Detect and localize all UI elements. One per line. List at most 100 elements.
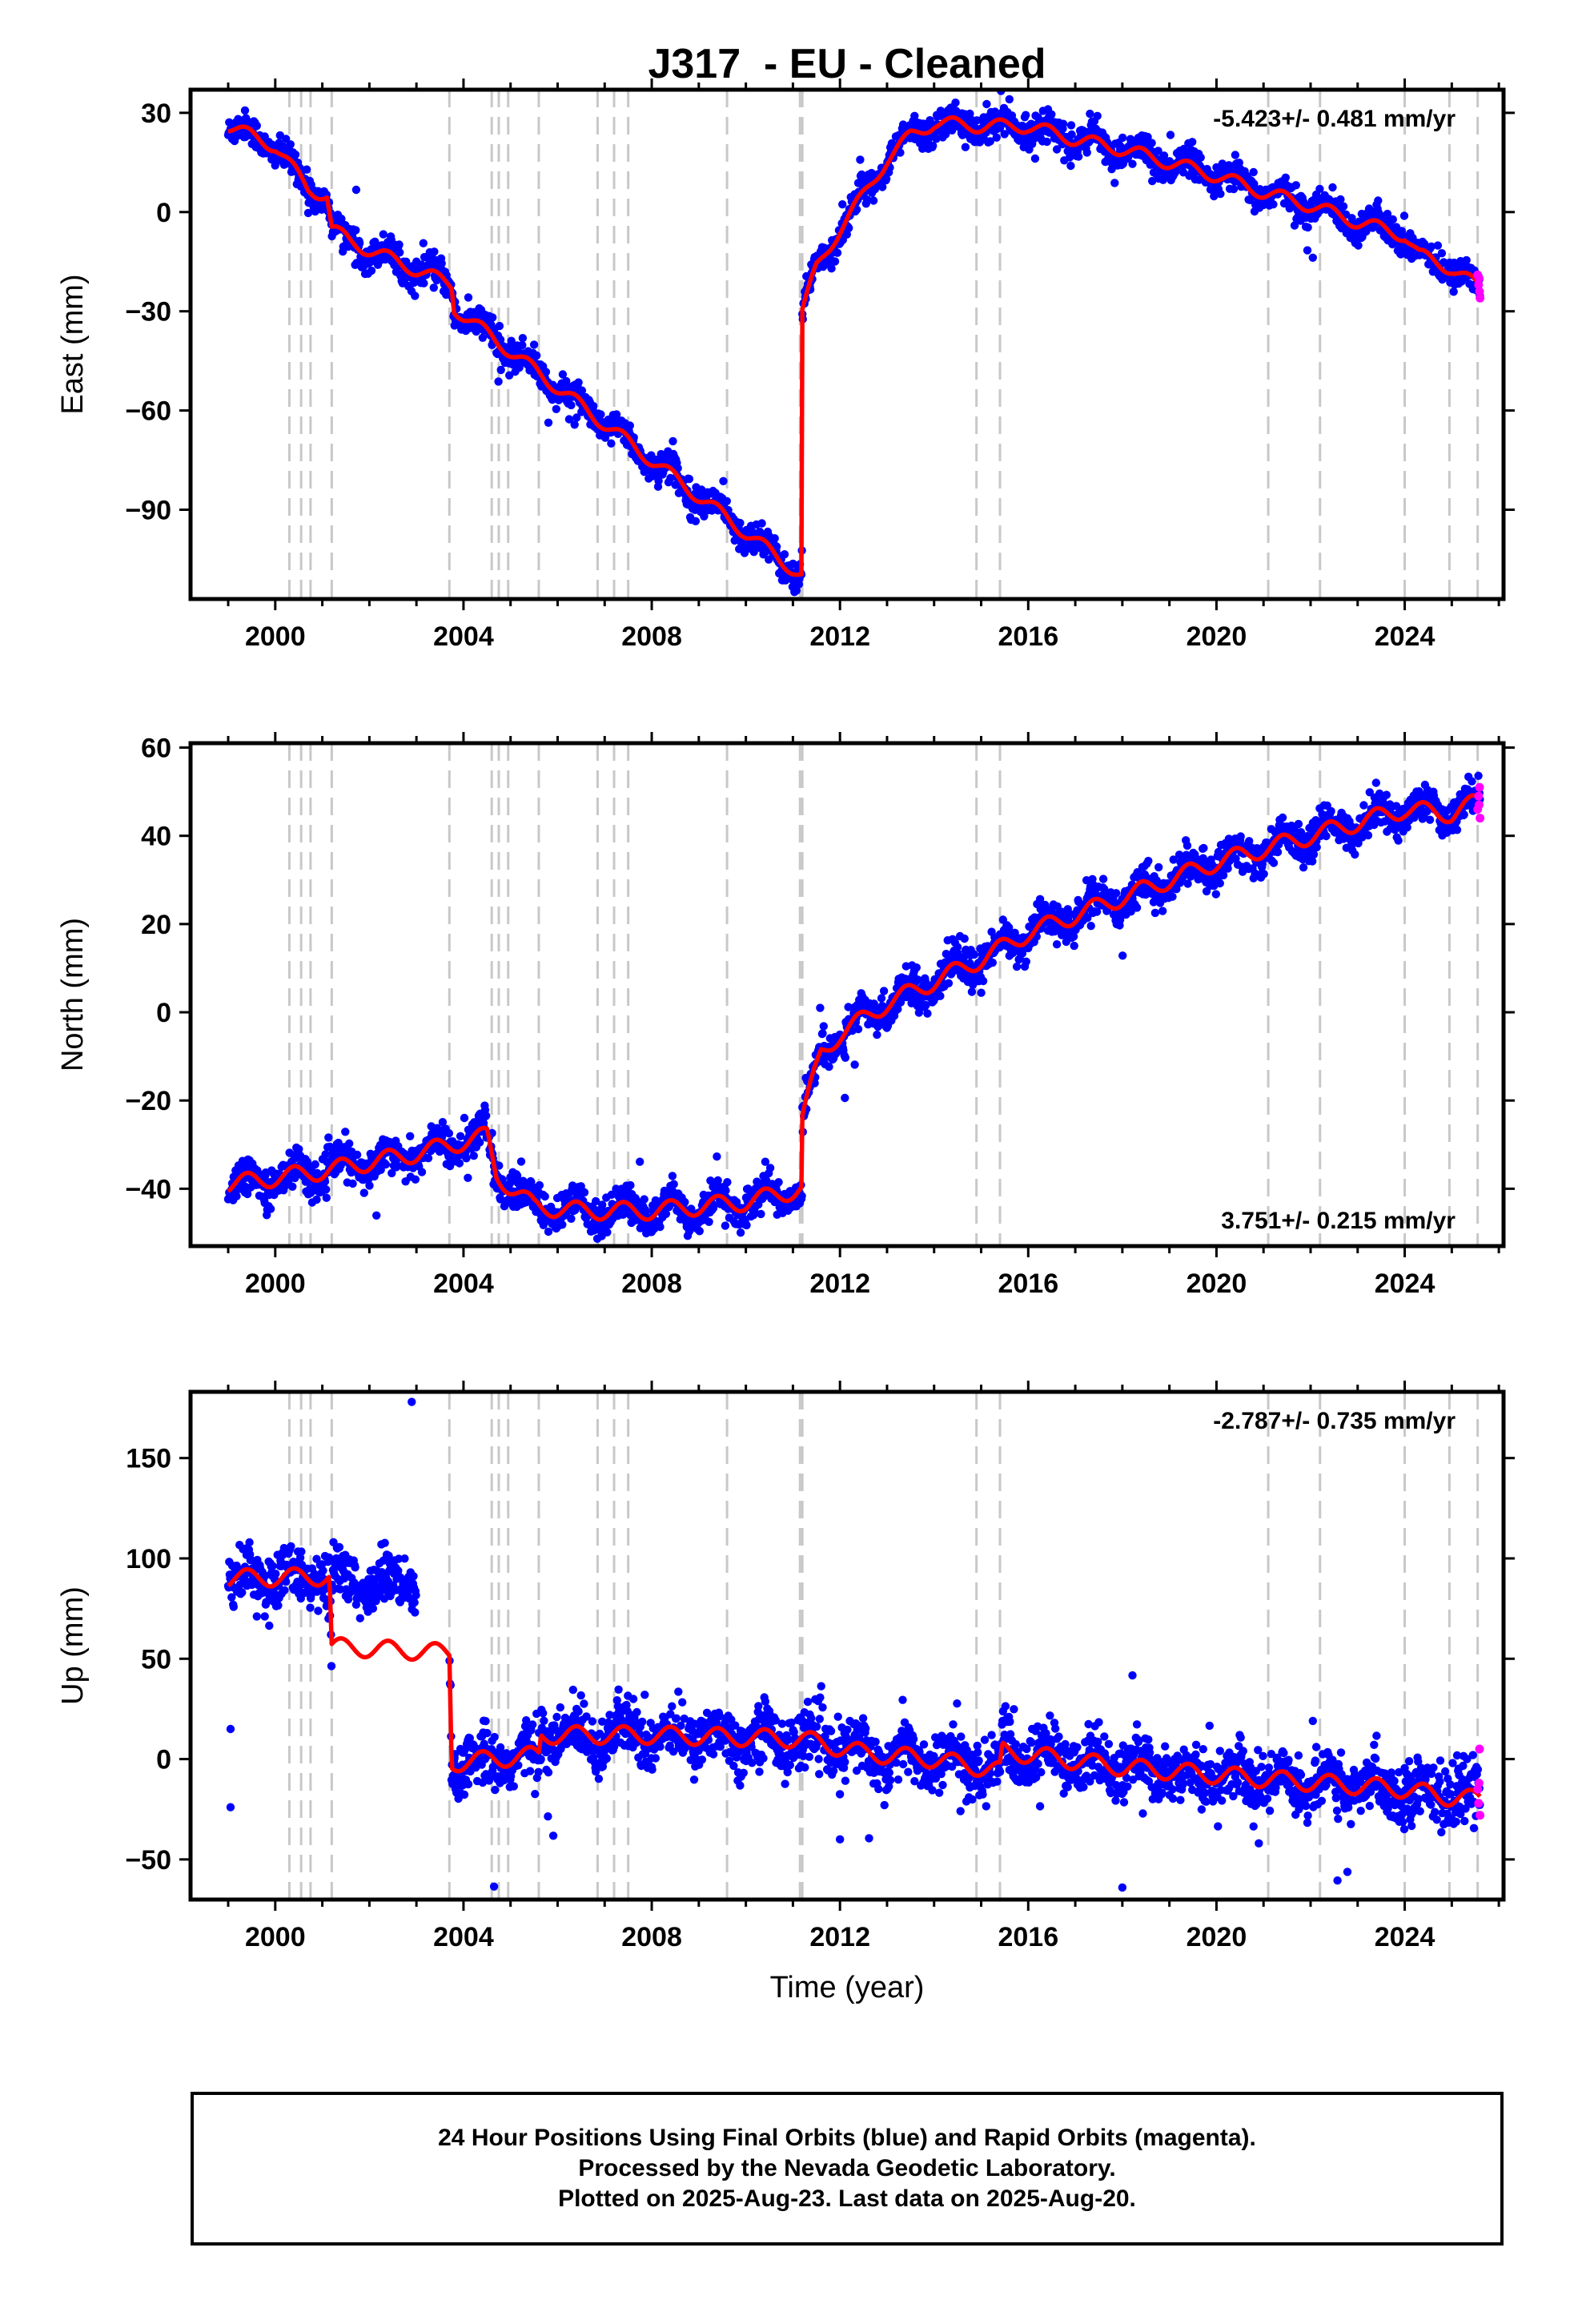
- data-point: [1132, 903, 1142, 912]
- data-point: [607, 439, 616, 448]
- data-point: [842, 230, 852, 239]
- data-point: [322, 1185, 331, 1194]
- data-point: [381, 1160, 391, 1169]
- data-point: [1042, 137, 1051, 147]
- data-point: [352, 1150, 362, 1160]
- data-point: [596, 410, 605, 419]
- data-point: [1249, 167, 1258, 177]
- data-point: [567, 400, 576, 410]
- data-point: [574, 378, 583, 387]
- data-point: [1278, 813, 1287, 822]
- data-point: [1388, 215, 1398, 224]
- data-point: [736, 1228, 745, 1237]
- data-point: [494, 377, 503, 386]
- rapid-orbit-points: [1473, 270, 1485, 303]
- data-point: [1210, 191, 1219, 201]
- data-point: [1093, 111, 1102, 120]
- data-point: [845, 223, 853, 232]
- x-tick-label: 2012: [809, 621, 870, 652]
- data-point: [286, 140, 295, 149]
- data-point: [603, 1228, 612, 1237]
- data-point: [1363, 830, 1373, 840]
- data-point: [841, 1093, 849, 1103]
- data-point: [379, 230, 387, 239]
- data-point: [646, 1252, 654, 1260]
- data-point: [869, 196, 878, 205]
- data-point: [825, 1062, 833, 1072]
- data-point: [1150, 908, 1160, 918]
- data-point: [1269, 858, 1279, 867]
- data-point: [1183, 879, 1192, 888]
- x-tick-label: 2020: [1186, 621, 1247, 652]
- data-point: [742, 1220, 751, 1230]
- data-point: [544, 1248, 552, 1256]
- data-point: [1128, 159, 1137, 168]
- data-point: [1111, 889, 1121, 898]
- east-panel: 2000 2004 2008 2012 2016 2020 2024−90−60−30030…: [56, 78, 1515, 652]
- data-point: [1294, 819, 1303, 829]
- data-point: [1347, 214, 1356, 223]
- data-point: [1359, 801, 1368, 810]
- data-point: [1067, 130, 1076, 139]
- data-point: [580, 1188, 589, 1197]
- data-point: [1433, 241, 1443, 250]
- data-point: [496, 365, 505, 375]
- data-point: [518, 340, 527, 350]
- data-point: [505, 371, 514, 380]
- rapid-point: [1474, 273, 1484, 283]
- data-point: [282, 135, 291, 143]
- data-point: [1354, 241, 1363, 250]
- data-point: [482, 1112, 491, 1120]
- data-point: [541, 368, 551, 376]
- data-point: [723, 1178, 732, 1187]
- data-point: [1148, 176, 1157, 186]
- x-tick-label: 2008: [621, 621, 682, 652]
- data-point: [640, 1195, 648, 1204]
- y-axis-label: East (mm): [56, 274, 90, 414]
- data-point: [967, 987, 977, 996]
- data-point: [1216, 189, 1225, 199]
- data-point: [757, 519, 766, 528]
- data-point: [736, 518, 745, 528]
- data-point: [1322, 831, 1331, 841]
- x-tick-label: 2024: [1375, 621, 1435, 652]
- data-point: [1339, 202, 1348, 211]
- data-point: [367, 266, 376, 275]
- y-tick-label: 30: [141, 99, 171, 129]
- data-point: [1374, 196, 1383, 205]
- data-point: [789, 559, 797, 569]
- data-point: [1397, 227, 1407, 235]
- data-point: [961, 143, 970, 151]
- data-point: [1166, 131, 1175, 139]
- data-point: [992, 133, 1002, 142]
- data-point: [1199, 843, 1208, 853]
- data-point: [529, 340, 539, 349]
- data-point: [944, 979, 954, 988]
- data-point: [669, 436, 677, 446]
- data-point: [856, 155, 865, 164]
- data-point: [406, 1132, 415, 1141]
- data-point: [1308, 857, 1317, 866]
- data-point: [982, 99, 991, 109]
- data-point: [562, 376, 571, 386]
- data-point: [1143, 132, 1152, 142]
- y-tick-label: −60: [125, 396, 171, 427]
- data-point: [896, 148, 905, 157]
- data-point: [1030, 154, 1040, 163]
- data-point: [912, 963, 921, 972]
- data-point: [1273, 847, 1283, 857]
- data-point: [841, 1053, 850, 1063]
- data-point: [1223, 864, 1232, 873]
- data-point: [291, 150, 300, 159]
- data-point: [1336, 195, 1345, 204]
- data-point: [1012, 962, 1022, 971]
- data-point: [1058, 119, 1068, 128]
- data-point: [1327, 806, 1335, 816]
- data-point: [518, 334, 528, 343]
- data-point: [970, 950, 979, 959]
- data-point: [312, 1195, 321, 1204]
- data-point: [780, 550, 789, 559]
- data-point: [1144, 856, 1153, 866]
- data-point: [303, 165, 311, 174]
- data-point: [774, 1178, 783, 1187]
